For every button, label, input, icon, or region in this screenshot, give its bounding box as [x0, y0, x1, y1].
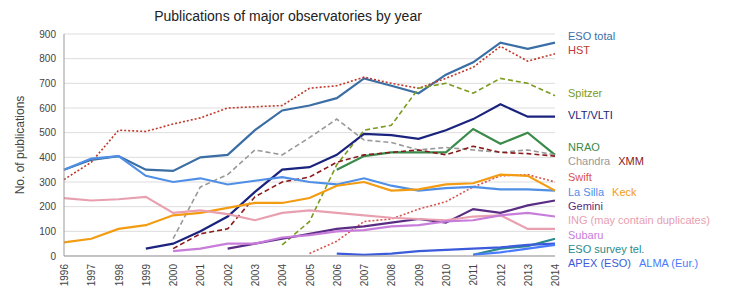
svg-text:2005: 2005	[305, 264, 316, 287]
svg-text:200: 200	[39, 201, 56, 212]
svg-text:700: 700	[39, 78, 56, 89]
svg-text:2003: 2003	[250, 264, 261, 287]
svg-text:1999: 1999	[141, 264, 152, 287]
svg-text:1997: 1997	[86, 264, 97, 287]
html-text:Swift: Swift	[568, 171, 592, 183]
svg-text:2000: 2000	[168, 264, 179, 287]
html-text:ESO total: ESO total	[568, 30, 616, 42]
svg-text:300: 300	[39, 177, 56, 188]
svg-text:2006: 2006	[332, 264, 343, 287]
svg-text:2014: 2014	[550, 264, 561, 287]
svg-text:2004: 2004	[277, 264, 288, 287]
svg-text:2011: 2011	[468, 264, 479, 286]
svg-text:2013: 2013	[523, 264, 534, 287]
html-text:La Silla: La Silla	[568, 186, 605, 198]
svg-text:No. of publications: No. of publications	[13, 96, 27, 195]
svg-text:2010: 2010	[441, 264, 452, 287]
html-text:VLT/VLTI: VLT/VLTI	[568, 109, 613, 121]
html-text:Gemini: Gemini	[568, 200, 603, 212]
html-text:ESO survey tel.: ESO survey tel.	[568, 243, 645, 255]
html-text:XMM: XMM	[618, 155, 644, 167]
svg-text:2008: 2008	[386, 264, 397, 287]
html-text:Spitzer: Spitzer	[568, 87, 603, 99]
svg-text:800: 800	[39, 53, 56, 64]
svg-text:1996: 1996	[59, 264, 70, 287]
html-text:Publications of major observat: Publications of major observatories by y…	[154, 8, 422, 24]
html-text:Chandra: Chandra	[568, 155, 611, 167]
svg-text:2012: 2012	[496, 264, 507, 287]
html-text:ING (may contain duplicates): ING (may contain duplicates)	[568, 214, 710, 226]
svg-text:2009: 2009	[414, 264, 425, 287]
svg-text:600: 600	[39, 103, 56, 114]
svg-text:500: 500	[39, 127, 56, 138]
svg-text:2007: 2007	[359, 264, 370, 287]
html-text:APEX (ESO): APEX (ESO)	[568, 257, 631, 269]
svg-text:2002: 2002	[223, 264, 234, 287]
html-text:Keck: Keck	[612, 186, 637, 198]
svg-text:900: 900	[39, 29, 56, 40]
html-text:Subaru: Subaru	[568, 229, 604, 241]
html-text:ALMA (Eur.): ALMA (Eur.)	[639, 257, 699, 269]
html-text:NRAO: NRAO	[568, 141, 600, 153]
svg-text:2001: 2001	[195, 264, 206, 287]
html-text:HST: HST	[568, 44, 590, 56]
svg-text:400: 400	[39, 152, 56, 163]
svg-text:100: 100	[39, 226, 56, 237]
svg-text:0: 0	[50, 251, 56, 262]
svg-text:1998: 1998	[114, 264, 125, 287]
